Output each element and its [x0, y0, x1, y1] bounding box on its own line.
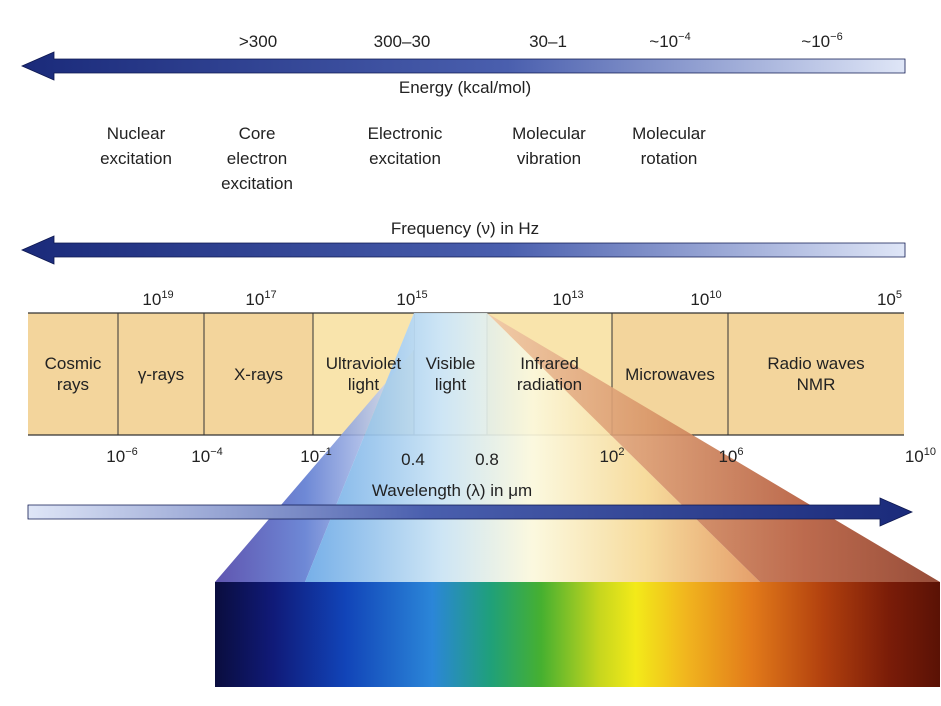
- process-label: Electronic excitation: [367, 124, 443, 168]
- frequency-tick: 105: [876, 289, 902, 310]
- frequency-arrow: [21, 235, 906, 265]
- energy-value: ~10−6: [801, 31, 843, 52]
- frequency-tick: 1019: [142, 289, 174, 310]
- process-label: Nuclear excitation: [100, 124, 172, 168]
- wavelength-tick: 10−1: [300, 446, 332, 467]
- wavelength-tick: 10−6: [106, 446, 138, 467]
- band-ultraviolet: Ultraviolet light: [325, 354, 402, 394]
- wavelength-axis-title: Wavelength (λ) in μm: [371, 481, 533, 500]
- band-gamma-rays: γ-rays: [137, 364, 185, 384]
- frequency-tick: 1013: [552, 289, 584, 310]
- wavelength-tick: 0.4: [401, 450, 425, 469]
- wavelength-tick: 10−4: [191, 446, 223, 467]
- wavelength-tick: 1010: [904, 446, 936, 467]
- process-label: Core electron excitation: [221, 124, 293, 193]
- wavelength-tick: 0.8: [475, 450, 499, 469]
- energy-value: 30–1: [529, 32, 567, 51]
- band-cosmic-rays: Cosmic rays: [44, 354, 102, 394]
- energy-value: ~10−4: [649, 31, 691, 52]
- visible-spectrum-bar: [215, 582, 940, 687]
- frequency-tick: 1010: [690, 289, 722, 310]
- band-infrared: Infrared radiation: [516, 354, 583, 394]
- frequency-axis-title: Frequency (ν) in Hz: [390, 219, 540, 238]
- uv-expansion: [215, 313, 414, 582]
- wavelength-arrow: [27, 497, 913, 527]
- band-x-rays: X-rays: [233, 364, 284, 384]
- energy-value: 300–30: [373, 32, 431, 51]
- energy-axis-title: Energy (kcal/mol): [398, 78, 532, 97]
- frequency-tick: 1015: [396, 289, 428, 310]
- wavelength-tick: 102: [599, 446, 625, 467]
- band-visible: Visible light: [425, 354, 476, 394]
- energy-value: >300: [238, 32, 278, 51]
- band-radio-waves: Radio waves NMR: [767, 354, 865, 394]
- frequency-tick: 1017: [245, 289, 277, 310]
- process-label: Molecular vibration: [512, 124, 586, 168]
- energy-arrow: [21, 51, 906, 81]
- process-label: Molecular rotation: [632, 124, 706, 168]
- wavelength-tick: 106: [718, 446, 744, 467]
- band-microwaves: Microwaves: [625, 364, 715, 384]
